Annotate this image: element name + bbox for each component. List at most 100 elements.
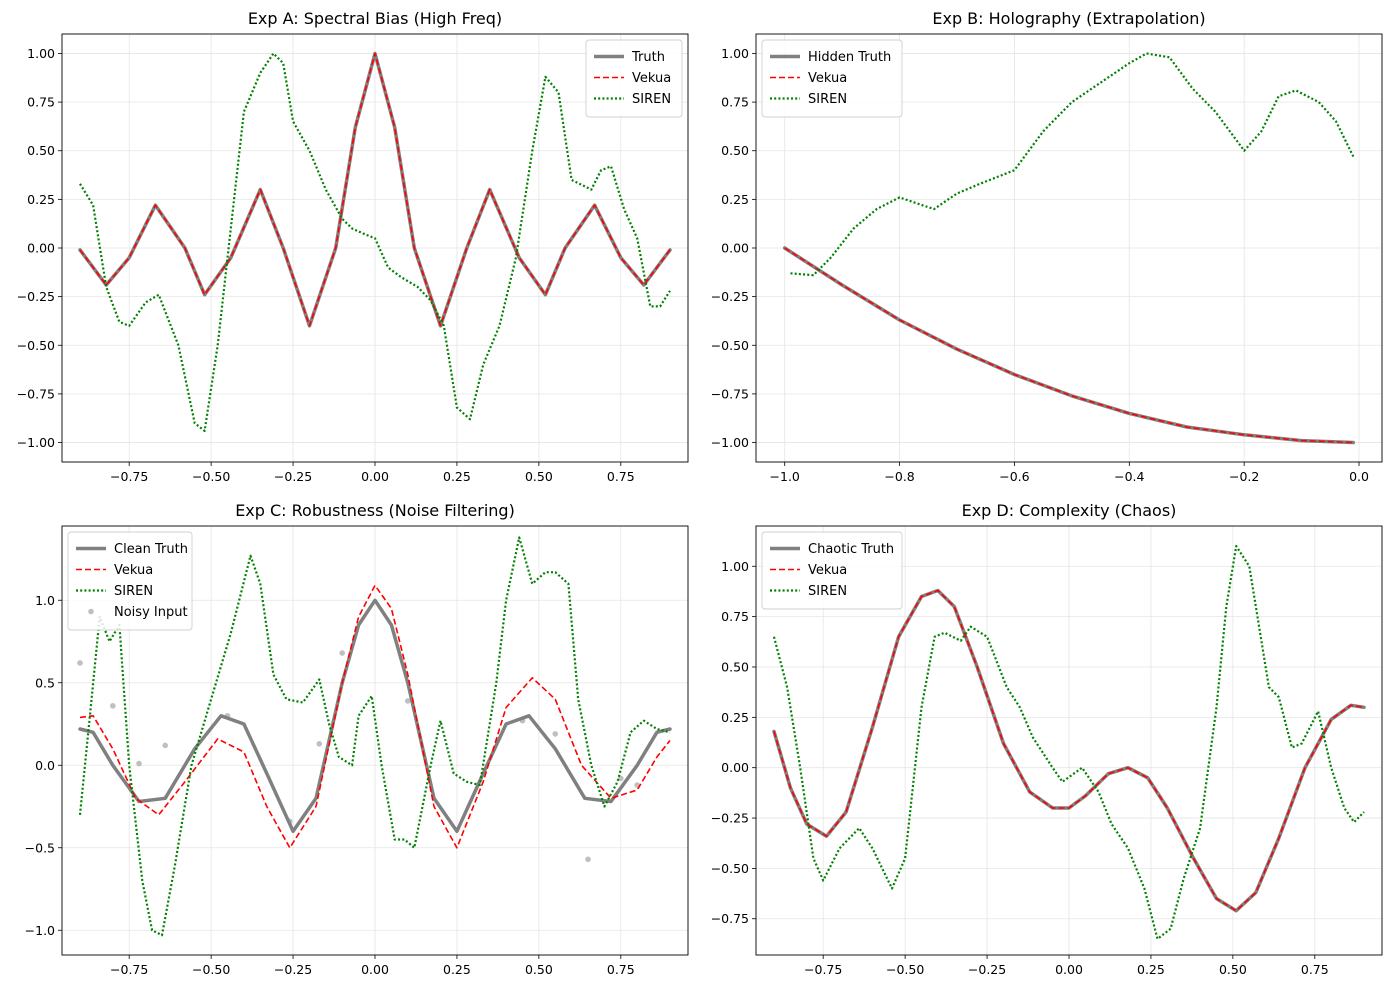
x-tick-label: 0.75	[607, 469, 635, 484]
noisy-input-point	[404, 698, 411, 704]
noisy-input-point	[316, 741, 323, 747]
x-tick-label: 0.75	[1301, 962, 1329, 977]
legend: Clean Truth Vekua SIREN Noisy Input	[67, 531, 193, 631]
series-line-siren	[790, 52, 1355, 277]
x-tick-label: 0.25	[443, 469, 471, 484]
plot-area	[782, 52, 1356, 445]
noisy-input-point	[339, 650, 346, 656]
y-tick-label: 1.0	[35, 593, 55, 608]
x-tick-label: 0.0	[1349, 469, 1369, 484]
legend-label: SIREN	[808, 92, 847, 107]
x-tick-label: −0.75	[110, 962, 148, 977]
y-tick-label: 0.5	[35, 675, 55, 690]
subplot-0: −0.75 −0.50 −0.25 0.00 0.25 0.50 0.75 −1.00 −0.7…	[17, 9, 689, 484]
chart-title: Exp A: Spectral Bias (High Freq)	[248, 9, 502, 28]
x-tick-label: 0.00	[1055, 962, 1083, 977]
series-line-vekua	[79, 52, 671, 327]
series-line-vekua	[79, 584, 671, 849]
y-tick-label: 0.25	[721, 192, 749, 207]
series-line-vekua	[784, 247, 1354, 444]
legend-label: Chaotic Truth	[808, 542, 894, 557]
x-tick-label: 0.25	[443, 962, 471, 977]
y-tick-label: 0.25	[27, 192, 55, 207]
legend: Chaotic Truth Vekua SIREN	[761, 531, 903, 610]
chart-title: Exp C: Robustness (Noise Filtering)	[235, 501, 515, 520]
y-tick-label: −0.50	[17, 338, 55, 353]
y-tick-label: −0.50	[711, 338, 749, 353]
y-tick-label: −0.25	[711, 289, 749, 304]
legend-label: Clean Truth	[114, 542, 188, 557]
x-tick-label: −0.25	[274, 962, 312, 977]
y-tick-label: −1.0	[25, 923, 55, 938]
noisy-input-point	[162, 742, 169, 749]
y-tick-label: −0.75	[711, 386, 749, 401]
x-tick-label: 0.50	[525, 962, 553, 977]
y-tick-label: 0.00	[27, 241, 55, 256]
noisy-input-point	[618, 775, 624, 782]
y-tick-label: −0.25	[711, 811, 749, 826]
chart-title: Exp D: Complexity (Chaos)	[962, 501, 1177, 520]
legend-label: Hidden Truth	[808, 50, 891, 65]
x-tick-label: 0.25	[1137, 962, 1165, 977]
legend-label: Vekua	[808, 563, 847, 578]
legend-label: SIREN	[632, 92, 671, 107]
x-tick-label: −0.6	[999, 469, 1029, 484]
y-tick-label: 0.00	[721, 241, 749, 256]
y-tick-label: −1.00	[711, 435, 749, 450]
y-tick-label: −0.50	[711, 861, 749, 876]
x-tick-label: −0.75	[110, 469, 148, 484]
legend-box	[585, 39, 683, 118]
x-tick-label: −0.25	[274, 469, 312, 484]
axes-frame	[61, 33, 689, 463]
y-tick-label: 0.50	[27, 143, 55, 158]
y-tick-label: −0.25	[17, 289, 55, 304]
x-tick-label: 0.50	[1219, 962, 1247, 977]
chart-title: Exp B: Holography (Extrapolation)	[932, 9, 1205, 28]
legend-label: SIREN	[808, 584, 847, 599]
y-tick-label: 1.00	[27, 46, 55, 61]
subplot-2: −0.75 −0.50 −0.25 0.00 0.25 0.50 0.75 −1.0 −0.5 0…	[25, 501, 689, 977]
y-tick-label: −1.00	[17, 435, 55, 450]
y-tick-label: 0.75	[721, 609, 749, 624]
legend-label: Vekua	[632, 71, 671, 86]
noisy-input-point	[110, 703, 116, 709]
noisy-input-point	[77, 660, 83, 666]
plot-area	[772, 544, 1366, 941]
x-tick-label: −0.2	[1229, 469, 1259, 484]
legend: Truth Vekua SIREN	[585, 39, 683, 118]
y-tick-label: 0.0	[35, 758, 55, 773]
plot-area	[78, 51, 672, 432]
x-tick-label: −0.8	[884, 469, 914, 484]
series-line-clean-truth	[78, 598, 672, 834]
legend-label: SIREN	[114, 584, 153, 599]
x-tick-label: −0.4	[1114, 469, 1144, 484]
y-tick-label: 0.75	[27, 95, 55, 110]
x-tick-label: 0.75	[607, 962, 635, 977]
subplot-1: −1.0 −0.8 −0.6 −0.4 −0.2 0.0 −1.00 −0.75 −0.50 −0…	[711, 9, 1383, 484]
legend-marker	[88, 608, 94, 615]
y-tick-label: −0.75	[711, 911, 749, 926]
x-tick-label: 0.00	[361, 962, 389, 977]
legend-label: Noisy Input	[114, 605, 188, 620]
x-tick-label: −0.75	[804, 962, 842, 977]
y-tick-label: 0.75	[721, 95, 749, 110]
x-tick-label: −0.50	[886, 962, 924, 977]
y-tick-label: 0.50	[721, 659, 749, 674]
y-tick-label: −0.75	[17, 386, 55, 401]
series-line-siren	[79, 52, 671, 432]
x-tick-label: −0.50	[192, 962, 230, 977]
x-tick-label: 0.50	[525, 469, 553, 484]
subplot-3: −0.75 −0.50 −0.25 0.00 0.25 0.50 0.75 −0.75 −0.5…	[711, 501, 1383, 977]
x-tick-label: 0.00	[361, 469, 389, 484]
legend: Hidden Truth Vekua SIREN	[761, 39, 903, 118]
axes-frame	[755, 33, 1383, 463]
series-line-vekua	[773, 589, 1365, 912]
x-tick-label: −0.25	[968, 962, 1006, 977]
noisy-input-point	[552, 731, 559, 737]
x-tick-label: −1.0	[770, 469, 800, 484]
legend-label: Vekua	[808, 71, 847, 86]
legend-label: Vekua	[114, 563, 153, 578]
y-tick-label: 0.25	[721, 710, 749, 725]
